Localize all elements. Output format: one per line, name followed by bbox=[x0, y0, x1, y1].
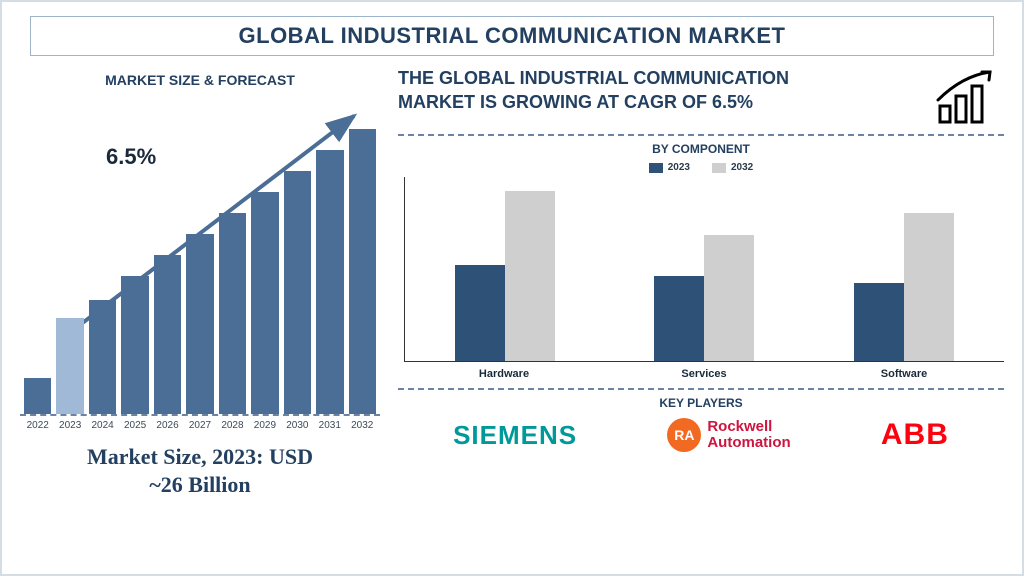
forecast-bar bbox=[89, 300, 116, 414]
title-bar: GLOBAL INDUSTRIAL COMMUNICATION MARKET bbox=[30, 16, 994, 56]
forecast-bar bbox=[121, 276, 148, 414]
component-group bbox=[445, 191, 565, 361]
component-category-label: Services bbox=[644, 368, 764, 380]
component-group bbox=[844, 213, 964, 361]
forecast-bar bbox=[56, 318, 83, 414]
forecast-year-label: 2029 bbox=[251, 420, 278, 431]
forecast-bar bbox=[251, 192, 278, 414]
component-bar bbox=[704, 235, 754, 361]
forecast-year-label: 2031 bbox=[316, 420, 343, 431]
forecast-year-label: 2028 bbox=[219, 420, 246, 431]
component-bar bbox=[904, 213, 954, 361]
left-panel: MARKET SIZE & FORECAST 6.5% 202220232024… bbox=[20, 66, 380, 556]
legend-swatch-2023 bbox=[649, 163, 663, 173]
legend-swatch-2032 bbox=[712, 163, 726, 173]
forecast-bar bbox=[316, 150, 343, 414]
component-bar bbox=[854, 283, 904, 361]
component-legend: 2023 2032 bbox=[398, 162, 1004, 173]
rockwell-text: Rockwell Automation bbox=[707, 419, 790, 451]
growth-chart-icon bbox=[932, 66, 1004, 126]
headline-text: THE GLOBAL INDUSTRIAL COMMUNICATION MARK… bbox=[398, 66, 868, 115]
logo-abb: ABB bbox=[881, 418, 949, 452]
forecast-bar bbox=[24, 378, 51, 414]
component-bar bbox=[455, 265, 505, 361]
forecast-bar bbox=[186, 234, 213, 414]
page-title: GLOBAL INDUSTRIAL COMMUNICATION MARKET bbox=[31, 23, 993, 49]
forecast-year-label: 2024 bbox=[89, 420, 116, 431]
market-size-caption: Market Size, 2023: USD ~26 Billion bbox=[20, 443, 380, 498]
component-section-title: BY COMPONENT bbox=[398, 142, 1004, 156]
legend-item-2032: 2032 bbox=[712, 162, 753, 173]
legend-item-2023: 2023 bbox=[649, 162, 690, 173]
forecast-year-label: 2025 bbox=[121, 420, 148, 431]
component-group bbox=[644, 235, 764, 361]
component-category-label: Software bbox=[844, 368, 964, 380]
market-size-line2: ~26 Billion bbox=[20, 471, 380, 499]
forecast-bar bbox=[349, 129, 376, 414]
right-panel: THE GLOBAL INDUSTRIAL COMMUNICATION MARK… bbox=[380, 66, 1004, 556]
forecast-year-label: 2023 bbox=[56, 420, 83, 431]
component-x-labels: Hardware Services Software bbox=[404, 368, 1004, 380]
forecast-bar bbox=[219, 213, 246, 414]
logo-siemens: SIEMENS bbox=[453, 420, 577, 451]
forecast-bar bbox=[154, 255, 181, 414]
forecast-bar bbox=[284, 171, 311, 414]
forecast-year-label: 2027 bbox=[186, 420, 213, 431]
headline-row: THE GLOBAL INDUSTRIAL COMMUNICATION MARK… bbox=[398, 66, 1004, 126]
component-chart bbox=[404, 177, 1004, 362]
forecast-section-title: MARKET SIZE & FORECAST bbox=[20, 72, 380, 88]
divider bbox=[398, 134, 1004, 136]
component-bar bbox=[505, 191, 555, 361]
forecast-x-labels: 2022 2023 2024 2025 2026 2027 2028 2029 2030 2031… bbox=[20, 416, 380, 431]
forecast-year-label: 2032 bbox=[349, 420, 376, 431]
key-players-logos: SIEMENS RA Rockwell Automation ABB bbox=[398, 418, 1004, 452]
forecast-chart bbox=[20, 96, 380, 416]
component-bar bbox=[654, 276, 704, 361]
forecast-year-label: 2030 bbox=[284, 420, 311, 431]
logo-rockwell: RA Rockwell Automation bbox=[667, 418, 790, 452]
content: MARKET SIZE & FORECAST 6.5% 202220232024… bbox=[2, 56, 1022, 556]
divider bbox=[398, 388, 1004, 390]
forecast-year-label: 2022 bbox=[24, 420, 51, 431]
component-category-label: Hardware bbox=[444, 368, 564, 380]
rockwell-badge-icon: RA bbox=[667, 418, 701, 452]
market-size-line1: Market Size, 2023: USD bbox=[20, 443, 380, 471]
key-players-title: KEY PLAYERS bbox=[398, 396, 1004, 410]
forecast-year-label: 2026 bbox=[154, 420, 181, 431]
